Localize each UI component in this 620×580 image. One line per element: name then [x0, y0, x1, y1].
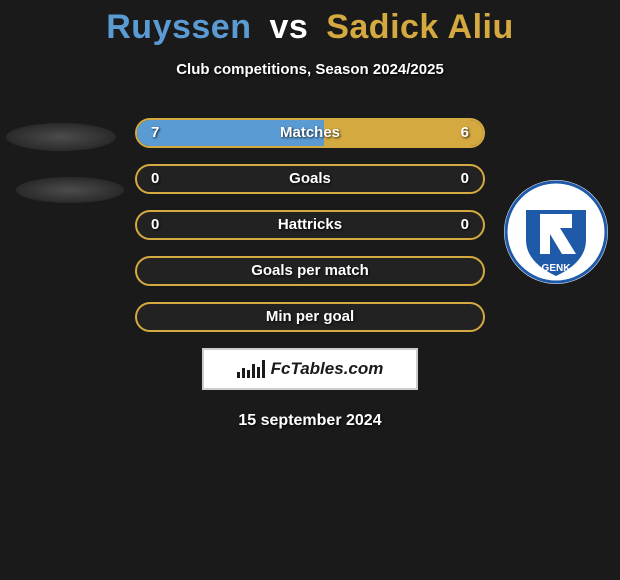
stat-label: Goals per match — [137, 258, 483, 284]
vs-separator: vs — [269, 8, 308, 46]
stat-row-min-per-goal: Min per goal — [135, 302, 485, 332]
player1-avatar-shadow-2 — [16, 177, 124, 203]
date-label: 15 september 2024 — [0, 412, 620, 430]
player1-avatar-shadow-1 — [6, 123, 116, 151]
stat-row-goals: 00Goals — [135, 164, 485, 194]
subtitle: Club competitions, Season 2024/2025 — [0, 61, 620, 78]
stat-label: Goals — [137, 166, 483, 192]
comparison-title: Ruyssen vs Sadick Aliu — [0, 0, 620, 47]
brand-box[interactable]: FcTables.com — [202, 348, 418, 390]
stat-row-goals-per-match: Goals per match — [135, 256, 485, 286]
stat-label: Matches — [137, 120, 483, 146]
team-badge: GENK — [502, 178, 610, 286]
stat-row-matches: 76Matches — [135, 118, 485, 148]
stat-label: Min per goal — [137, 304, 483, 330]
stat-label: Hattricks — [137, 212, 483, 238]
brand-text: FcTables.com — [271, 359, 384, 379]
stats-container: 76Matches 00Goals 00Hattricks Goals per mat… — [135, 118, 485, 332]
badge-team-text: GENK — [542, 263, 572, 274]
brand-bars-icon — [237, 360, 265, 378]
stat-row-hattricks: 00Hattricks — [135, 210, 485, 240]
player1-name: Ruyssen — [106, 8, 251, 46]
player2-name: Sadick Aliu — [326, 8, 514, 46]
